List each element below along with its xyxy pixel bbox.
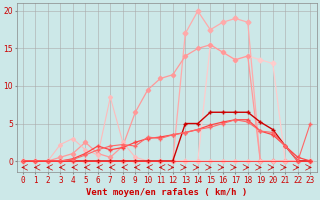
X-axis label: Vent moyen/en rafales ( km/h ): Vent moyen/en rafales ( km/h )	[86, 188, 247, 197]
